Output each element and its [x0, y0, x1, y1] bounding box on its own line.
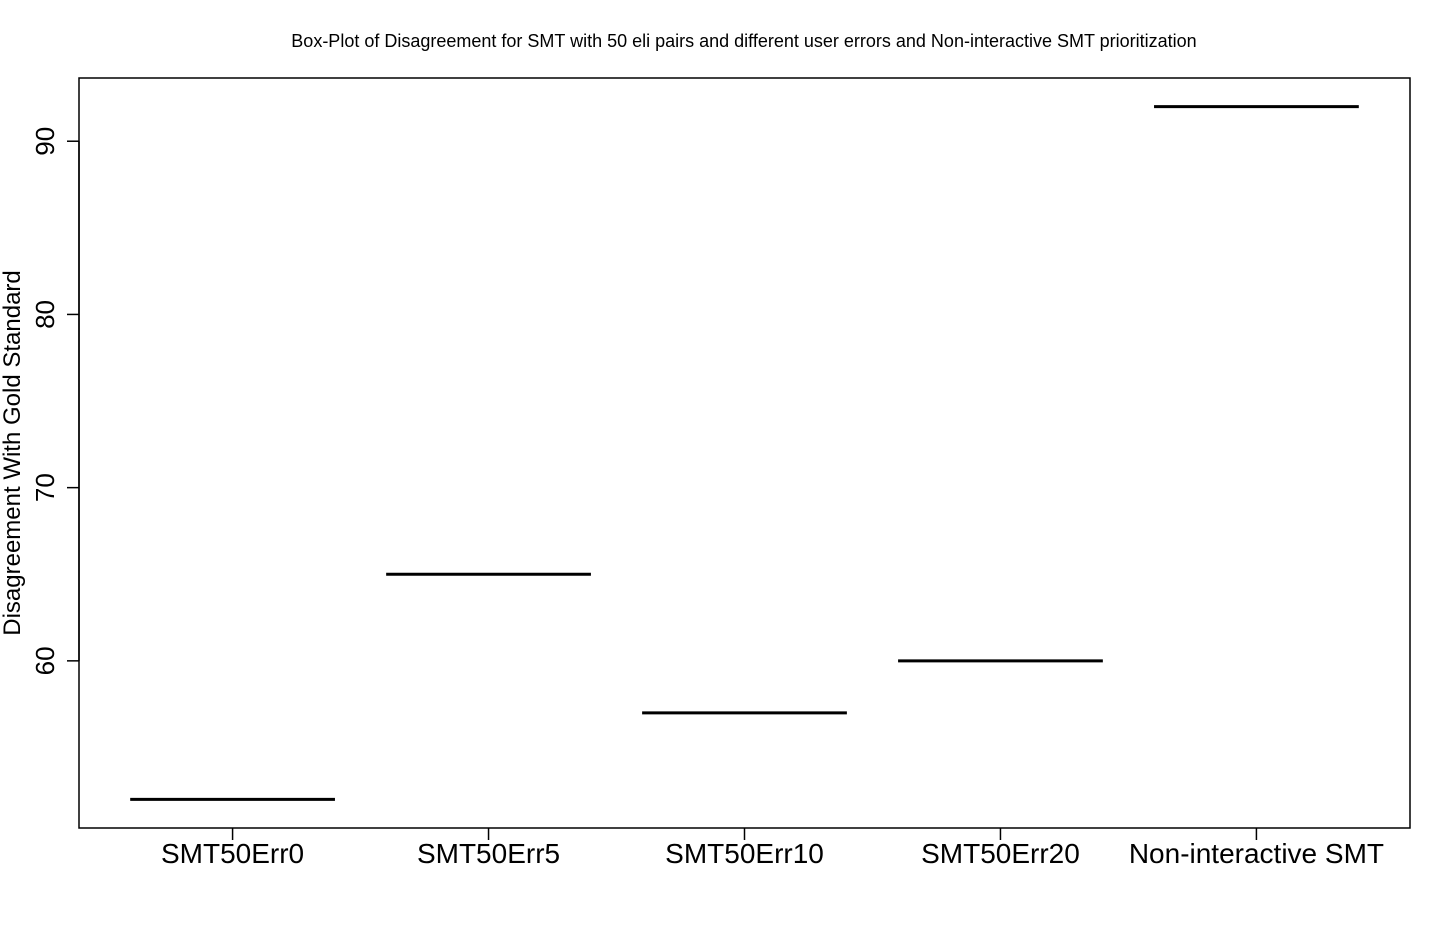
- median-lines: [130, 105, 1359, 801]
- x-tick-label: SMT50Err0: [161, 838, 304, 869]
- chart-title: Box-Plot of Disagreement for SMT with 50…: [291, 31, 1196, 51]
- x-tick-label: Non-interactive SMT: [1129, 838, 1384, 869]
- plot-frame: [78, 77, 1411, 829]
- y-tick-label: 80: [30, 300, 60, 329]
- x-tick-label: SMT50Err10: [665, 838, 824, 869]
- y-tick-label: 70: [30, 473, 60, 502]
- x-axis: SMT50Err0 SMT50Err5 SMT50Err10 SMT50Err20 No…: [161, 828, 1384, 869]
- y-tick-label: 90: [30, 127, 60, 156]
- x-tick-label: SMT50Err5: [417, 838, 560, 869]
- y-tick-label: 60: [30, 646, 60, 675]
- y-axis: 60 70 80 90: [30, 127, 80, 675]
- x-tick-label: SMT50Err20: [921, 838, 1080, 869]
- y-axis-label: Disagreement With Gold Standard: [0, 270, 26, 636]
